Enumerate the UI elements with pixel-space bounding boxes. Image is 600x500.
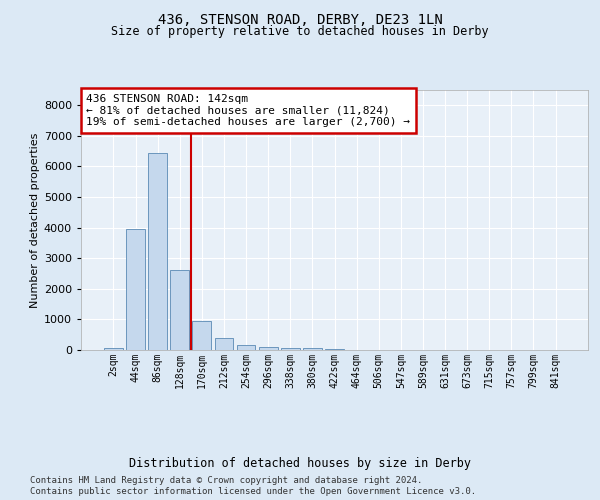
- Text: Distribution of detached houses by size in Derby: Distribution of detached houses by size …: [129, 458, 471, 470]
- Bar: [193, 321, 211, 350]
- Bar: [215, 338, 233, 350]
- Bar: [170, 270, 189, 350]
- Bar: [126, 229, 145, 350]
- Text: Contains HM Land Registry data © Crown copyright and database right 2024.: Contains HM Land Registry data © Crown c…: [30, 476, 422, 485]
- Bar: [281, 348, 299, 350]
- Bar: [236, 346, 256, 350]
- Bar: [259, 347, 278, 350]
- Bar: [104, 348, 123, 350]
- Text: Contains public sector information licensed under the Open Government Licence v3: Contains public sector information licen…: [30, 487, 476, 496]
- Text: 436, STENSON ROAD, DERBY, DE23 1LN: 436, STENSON ROAD, DERBY, DE23 1LN: [158, 12, 442, 26]
- Text: 436 STENSON ROAD: 142sqm
← 81% of detached houses are smaller (11,824)
19% of se: 436 STENSON ROAD: 142sqm ← 81% of detach…: [86, 94, 410, 127]
- Bar: [325, 349, 344, 350]
- Y-axis label: Number of detached properties: Number of detached properties: [29, 132, 40, 308]
- Bar: [303, 348, 322, 350]
- Bar: [148, 152, 167, 350]
- Text: Size of property relative to detached houses in Derby: Size of property relative to detached ho…: [111, 25, 489, 38]
